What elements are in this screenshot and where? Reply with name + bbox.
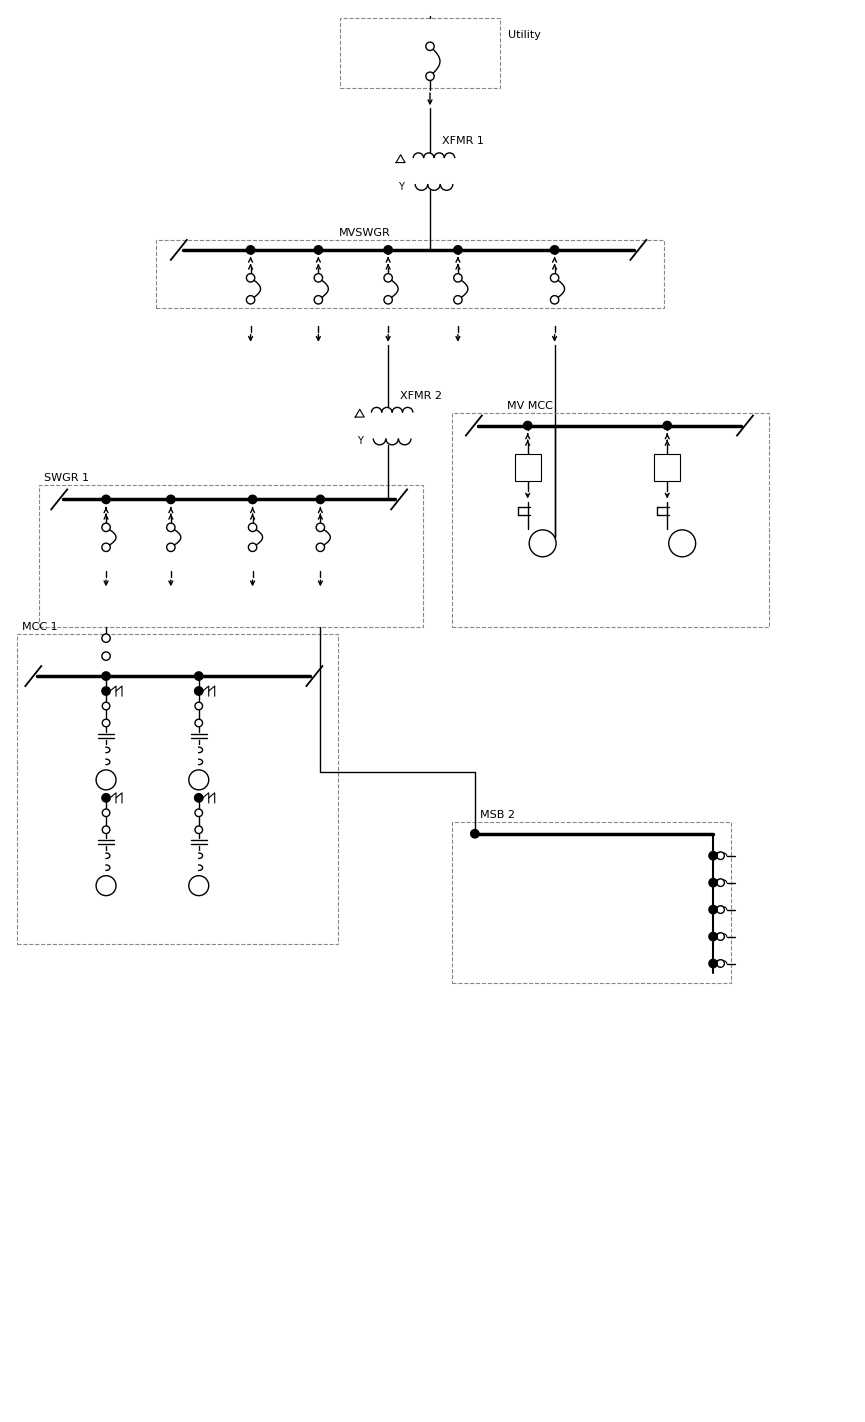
Circle shape <box>102 826 110 833</box>
Circle shape <box>317 543 324 552</box>
Circle shape <box>717 933 724 940</box>
Circle shape <box>314 296 323 304</box>
Text: Utility: Utility <box>508 30 541 40</box>
Circle shape <box>96 876 116 896</box>
Circle shape <box>709 852 717 860</box>
Circle shape <box>248 495 257 503</box>
Circle shape <box>195 826 202 833</box>
Circle shape <box>717 960 724 967</box>
Text: SWGR 1: SWGR 1 <box>44 474 89 483</box>
Circle shape <box>96 769 116 789</box>
Text: MCC 1: MCC 1 <box>22 623 58 633</box>
Circle shape <box>709 933 717 941</box>
Text: XFMR 2: XFMR 2 <box>400 391 442 401</box>
Text: MV MCC: MV MCC <box>507 401 553 411</box>
Circle shape <box>102 687 110 695</box>
Circle shape <box>102 793 110 802</box>
Circle shape <box>663 421 671 429</box>
Circle shape <box>102 809 110 816</box>
Circle shape <box>471 829 479 838</box>
Circle shape <box>195 809 202 816</box>
Circle shape <box>529 530 556 557</box>
Bar <box>452 822 731 984</box>
Circle shape <box>314 246 323 255</box>
Bar <box>156 240 664 307</box>
Circle shape <box>550 296 559 304</box>
Circle shape <box>454 296 462 304</box>
Circle shape <box>426 73 434 81</box>
Circle shape <box>669 530 695 557</box>
Circle shape <box>195 720 202 727</box>
Text: MVSWGR: MVSWGR <box>339 228 391 237</box>
Circle shape <box>717 879 724 886</box>
Circle shape <box>195 793 203 802</box>
Circle shape <box>384 296 393 304</box>
Circle shape <box>189 876 208 896</box>
Bar <box>452 412 769 627</box>
Bar <box>17 634 338 944</box>
Circle shape <box>550 246 559 255</box>
Circle shape <box>317 523 324 532</box>
Circle shape <box>523 421 532 429</box>
Circle shape <box>709 879 717 887</box>
Circle shape <box>317 495 324 503</box>
Circle shape <box>102 702 110 710</box>
Circle shape <box>167 543 175 552</box>
Circle shape <box>102 523 110 532</box>
Circle shape <box>189 769 208 789</box>
Circle shape <box>717 906 724 913</box>
Circle shape <box>709 960 717 968</box>
Bar <box>515 454 541 482</box>
Circle shape <box>550 273 559 282</box>
Circle shape <box>195 671 203 680</box>
Circle shape <box>195 702 202 710</box>
Circle shape <box>102 651 110 660</box>
Circle shape <box>709 906 717 914</box>
Circle shape <box>314 273 323 282</box>
Bar <box>340 18 500 88</box>
Circle shape <box>102 671 110 680</box>
Circle shape <box>102 495 110 503</box>
Bar <box>654 454 680 482</box>
Circle shape <box>102 543 110 552</box>
Text: XFMR 1: XFMR 1 <box>442 137 484 146</box>
Text: MSB 2: MSB 2 <box>480 809 515 820</box>
Circle shape <box>248 523 257 532</box>
Circle shape <box>454 246 462 255</box>
Circle shape <box>426 43 434 51</box>
Circle shape <box>247 246 255 255</box>
Circle shape <box>167 495 175 503</box>
Circle shape <box>384 246 393 255</box>
Circle shape <box>247 273 255 282</box>
Circle shape <box>454 273 462 282</box>
Text: Y: Y <box>357 437 363 447</box>
Circle shape <box>248 543 257 552</box>
Circle shape <box>167 523 175 532</box>
Circle shape <box>102 720 110 727</box>
Text: Y: Y <box>398 182 404 192</box>
Bar <box>39 485 423 627</box>
Circle shape <box>195 687 203 695</box>
Circle shape <box>384 273 393 282</box>
Circle shape <box>247 296 255 304</box>
Circle shape <box>717 852 724 859</box>
Circle shape <box>102 634 110 643</box>
